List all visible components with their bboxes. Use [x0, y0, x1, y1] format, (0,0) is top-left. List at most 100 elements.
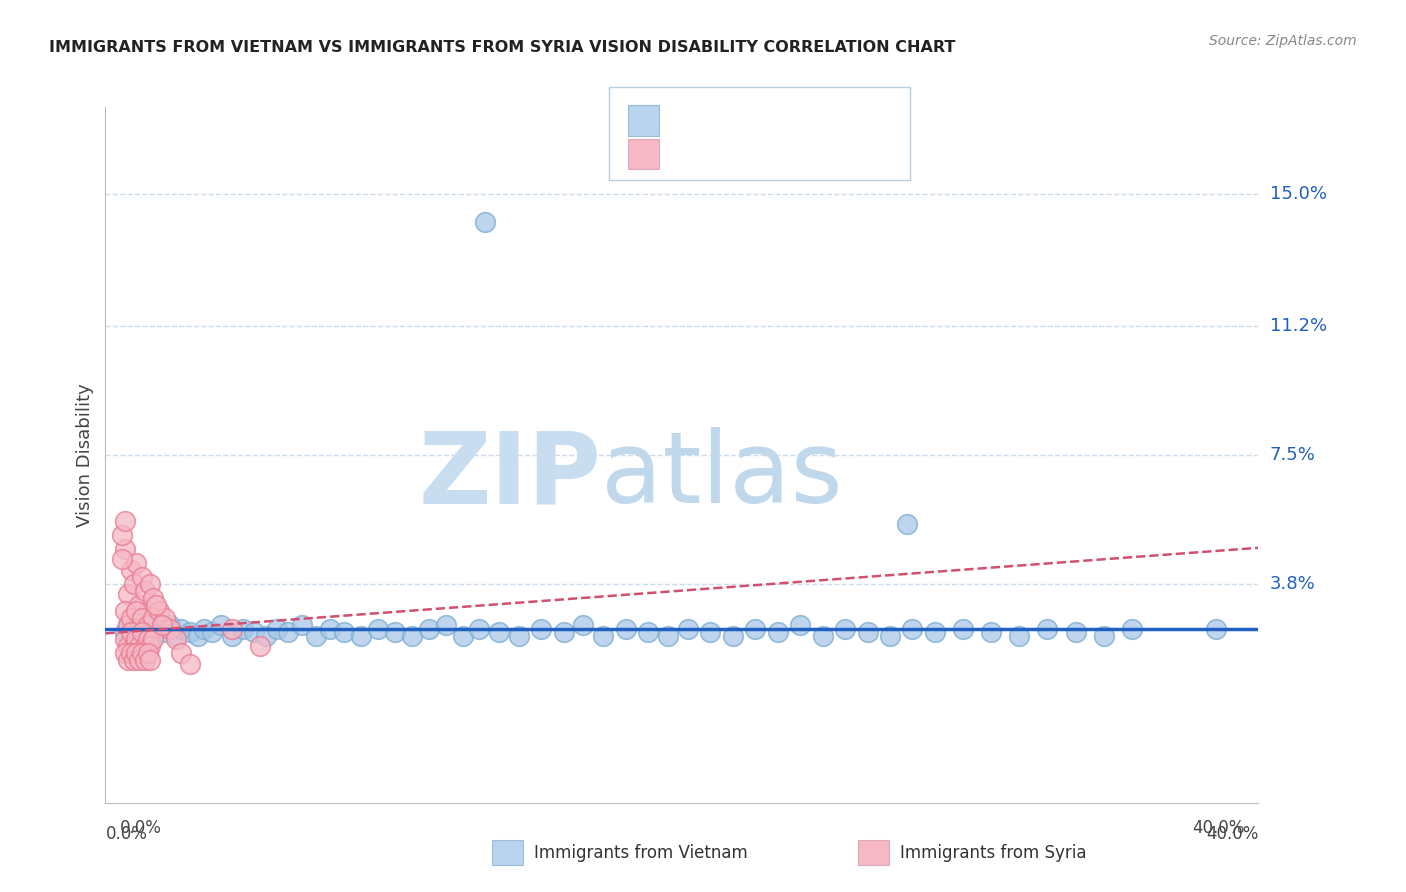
- Point: [159, 622, 181, 636]
- Text: 11.2%: 11.2%: [1270, 318, 1327, 335]
- Point: [117, 587, 139, 601]
- Point: [193, 622, 215, 636]
- Point: [232, 622, 254, 636]
- Point: [221, 622, 243, 636]
- Point: [165, 629, 187, 643]
- Point: [1092, 629, 1115, 643]
- Point: [488, 625, 510, 640]
- Point: [150, 618, 173, 632]
- Point: [201, 625, 224, 640]
- Point: [111, 552, 134, 566]
- Point: [451, 629, 474, 643]
- Point: [136, 618, 159, 632]
- Point: [209, 618, 232, 632]
- Point: [291, 618, 314, 632]
- Point: [170, 646, 193, 660]
- Point: [134, 632, 156, 647]
- Point: [508, 629, 530, 643]
- Text: 7.5%: 7.5%: [1270, 446, 1316, 464]
- Point: [120, 563, 142, 577]
- Point: [1008, 629, 1031, 643]
- Text: Source: ZipAtlas.com: Source: ZipAtlas.com: [1209, 34, 1357, 48]
- Point: [637, 625, 659, 640]
- Point: [128, 622, 150, 636]
- Text: Immigrants from Vietnam: Immigrants from Vietnam: [534, 844, 748, 862]
- Point: [811, 629, 834, 643]
- Point: [572, 618, 595, 632]
- Text: 40.0%: 40.0%: [1192, 820, 1244, 838]
- Text: 0.0%: 0.0%: [120, 820, 162, 838]
- Point: [114, 646, 136, 660]
- Point: [117, 618, 139, 632]
- Point: [266, 622, 288, 636]
- Point: [319, 622, 342, 636]
- Point: [305, 629, 328, 643]
- Point: [125, 625, 148, 640]
- Point: [120, 646, 142, 660]
- Point: [221, 629, 243, 643]
- Point: [117, 618, 139, 632]
- Point: [834, 622, 856, 636]
- Point: [134, 625, 156, 640]
- Point: [128, 598, 150, 612]
- Point: [136, 618, 159, 632]
- Point: [766, 625, 789, 640]
- Point: [125, 646, 148, 660]
- Text: Immigrants from Syria: Immigrants from Syria: [900, 844, 1087, 862]
- Point: [120, 625, 142, 640]
- Point: [1064, 625, 1087, 640]
- Point: [142, 611, 165, 625]
- Point: [676, 622, 699, 636]
- Point: [131, 625, 153, 640]
- Point: [254, 629, 277, 643]
- Point: [122, 622, 145, 636]
- Point: [744, 622, 766, 636]
- Point: [159, 618, 181, 632]
- Point: [434, 618, 457, 632]
- Point: [243, 625, 266, 640]
- Point: [474, 215, 496, 229]
- Point: [114, 605, 136, 619]
- Point: [114, 514, 136, 528]
- Point: [614, 622, 637, 636]
- Point: [249, 639, 271, 653]
- Point: [125, 632, 148, 647]
- Point: [122, 625, 145, 640]
- Point: [468, 622, 491, 636]
- Point: [128, 653, 150, 667]
- Point: [139, 653, 162, 667]
- Point: [401, 629, 423, 643]
- Point: [901, 622, 924, 636]
- Text: R = 0.051   N = 57: R = 0.051 N = 57: [673, 145, 858, 163]
- Point: [179, 657, 201, 671]
- Point: [131, 622, 153, 636]
- Point: [134, 639, 156, 653]
- Text: 3.8%: 3.8%: [1270, 574, 1316, 592]
- Point: [657, 629, 679, 643]
- Text: 15.0%: 15.0%: [1270, 185, 1327, 203]
- Point: [896, 517, 918, 532]
- Point: [1121, 622, 1143, 636]
- Point: [350, 629, 373, 643]
- Point: [145, 598, 167, 612]
- Point: [122, 653, 145, 667]
- Point: [114, 541, 136, 556]
- Point: [153, 611, 176, 625]
- Point: [530, 622, 553, 636]
- Point: [122, 639, 145, 653]
- Point: [277, 625, 299, 640]
- Point: [952, 622, 974, 636]
- Point: [179, 625, 201, 640]
- Point: [367, 622, 389, 636]
- Point: [856, 625, 879, 640]
- Point: [134, 653, 156, 667]
- Point: [114, 625, 136, 640]
- Point: [125, 605, 148, 619]
- Point: [170, 622, 193, 636]
- Point: [1205, 622, 1227, 636]
- Point: [187, 629, 209, 643]
- Point: [131, 570, 153, 584]
- Point: [134, 583, 156, 598]
- Point: [136, 632, 159, 647]
- Point: [125, 556, 148, 570]
